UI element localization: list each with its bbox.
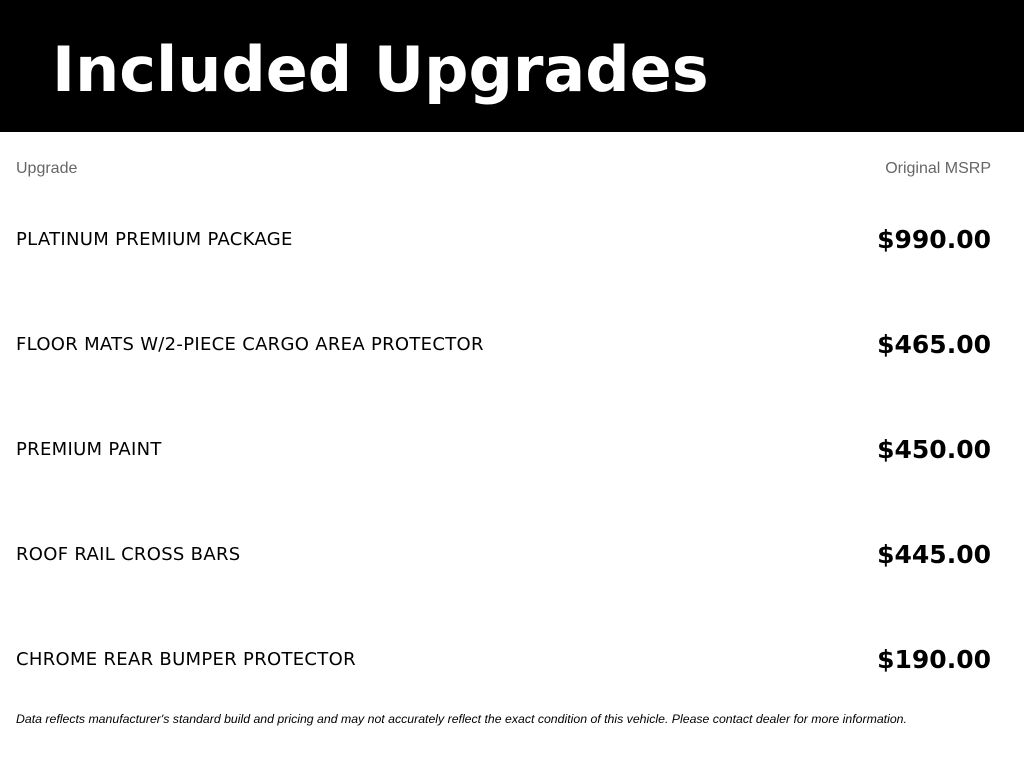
disclaimer: Data reflects manufacturer's standard bu… bbox=[16, 712, 907, 726]
upgrade-row: FLOOR MATS W/2-PIECE CARGO AREA PROTECTO… bbox=[16, 324, 991, 364]
upgrade-row: PREMIUM PAINT $450.00 bbox=[16, 429, 991, 469]
column-headers: Upgrade Original MSRP bbox=[16, 160, 991, 178]
upgrade-price: $990.00 bbox=[877, 224, 991, 254]
upgrade-name: FLOOR MATS W/2-PIECE CARGO AREA PROTECTO… bbox=[16, 333, 484, 355]
upgrade-name: PREMIUM PAINT bbox=[16, 438, 162, 460]
column-header-upgrade: Upgrade bbox=[16, 160, 78, 177]
upgrade-name: PLATINUM PREMIUM PACKAGE bbox=[16, 228, 293, 250]
upgrade-row: CHROME REAR BUMPER PROTECTOR $190.00 bbox=[16, 639, 991, 679]
page-title: Included Upgrades bbox=[52, 33, 709, 106]
upgrade-price: $465.00 bbox=[877, 329, 991, 359]
upgrade-price: $450.00 bbox=[877, 434, 991, 464]
upgrade-price: $190.00 bbox=[877, 644, 991, 674]
upgrade-name: CHROME REAR BUMPER PROTECTOR bbox=[16, 648, 356, 670]
upgrade-row: ROOF RAIL CROSS BARS $445.00 bbox=[16, 534, 991, 574]
upgrade-name: ROOF RAIL CROSS BARS bbox=[16, 543, 241, 565]
header-banner: Included Upgrades bbox=[0, 0, 1024, 132]
column-header-msrp: Original MSRP bbox=[885, 160, 991, 177]
upgrade-price: $445.00 bbox=[877, 539, 991, 569]
upgrade-row: PLATINUM PREMIUM PACKAGE $990.00 bbox=[16, 219, 991, 259]
